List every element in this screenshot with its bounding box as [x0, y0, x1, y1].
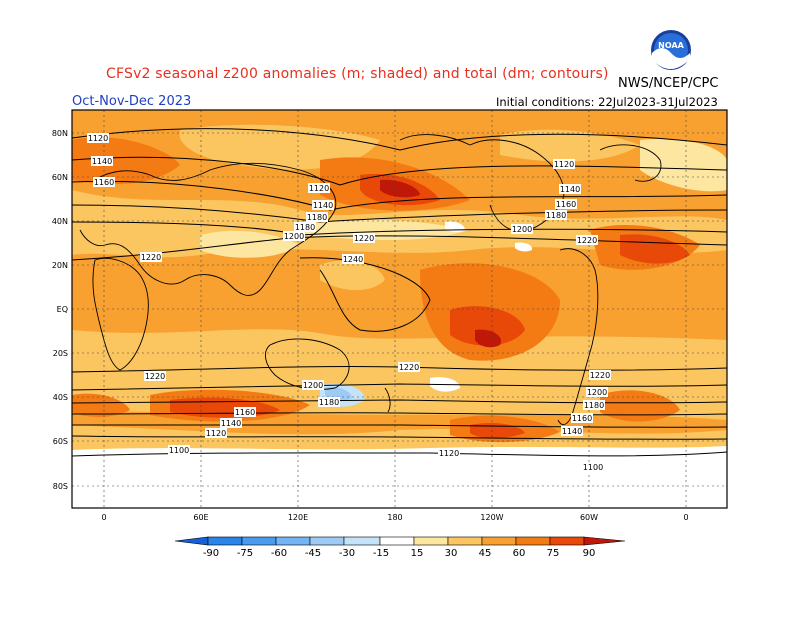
contour-label: 1160 [556, 200, 576, 209]
map-title: CFSv2 seasonal z200 anomalies (m; shaded… [106, 66, 609, 82]
contour-label: 1120 [88, 134, 108, 143]
legend-swatch [343, 536, 381, 546]
lon-label: 180 [387, 513, 402, 522]
contour-label: 1140 [313, 201, 333, 210]
noaa-logo-icon: NOAA [651, 30, 691, 70]
contour-label: 1220 [141, 253, 161, 262]
legend-swatch [275, 536, 311, 546]
latitude-labels: 80N 60N 40N 20N EQ 20S 40S 60S 80S [52, 129, 68, 491]
contour-label: 1140 [221, 419, 241, 428]
legend-label: -90 [203, 548, 219, 559]
contour-label: 1180 [584, 401, 604, 410]
legend-swatch [481, 536, 517, 546]
contour-label: 1100 [169, 446, 189, 455]
lon-label: 120W [480, 513, 503, 522]
longitude-labels: 0 60E 120E 180 120W 60W 0 [101, 513, 688, 522]
contour-label: 1100 [583, 463, 603, 472]
lat-label: 60N [52, 173, 68, 182]
contour-label: 1220 [354, 234, 374, 243]
contour-labels: 1120 1140 1160 1120 1140 1180 1180 1200 … [87, 133, 611, 472]
contour-label: 1140 [562, 427, 582, 436]
initial-conditions-label: Initial conditions: 22Jul2023-31Jul2023 [496, 95, 718, 109]
legend-label: 30 [445, 548, 458, 559]
contour-label: 1160 [235, 408, 255, 417]
lon-label: 120E [288, 513, 308, 522]
contour-label: 1220 [399, 363, 419, 372]
contour-label: 1160 [572, 414, 592, 423]
agency-label: NWS/NCEP/CPC [618, 76, 719, 91]
lon-label: 60W [580, 513, 598, 522]
legend-swatch [515, 536, 551, 546]
contour-label: 1200 [284, 232, 304, 241]
contour-label: 1220 [145, 372, 165, 381]
map-frame [71, 109, 728, 509]
contour-label: 1120 [206, 429, 226, 438]
lat-label: 40S [53, 393, 68, 402]
color-legend [174, 536, 626, 546]
legend-label: 15 [411, 548, 424, 559]
contour-label: 1200 [303, 381, 323, 390]
contour-label: 1120 [554, 160, 574, 169]
lon-label: 0 [101, 513, 106, 522]
contour-label: 1220 [590, 371, 610, 380]
legend-label: 45 [479, 548, 492, 559]
legend-label: -60 [271, 548, 287, 559]
legend-label: -15 [373, 548, 389, 559]
contour-label: 1180 [319, 398, 339, 407]
season-label: Oct-Nov-Dec 2023 [72, 94, 192, 109]
contour-label: 1180 [307, 213, 327, 222]
lon-label: 60E [193, 513, 208, 522]
legend-swatch [207, 536, 243, 546]
contour-label: 1120 [439, 449, 459, 458]
height-contours [72, 128, 727, 457]
contour-label: 1160 [94, 178, 114, 187]
legend-label: 75 [547, 548, 560, 559]
lon-label: 0 [683, 513, 688, 522]
legend-swatch [583, 536, 626, 546]
legend-swatch [309, 536, 345, 546]
legend-swatch [241, 536, 277, 546]
lat-label: 60S [53, 437, 68, 446]
contour-label: 1180 [295, 223, 315, 232]
contour-label: 1240 [343, 255, 363, 264]
legend-swatch [549, 536, 585, 546]
contour-label: 1200 [512, 225, 532, 234]
legend-swatch [379, 536, 415, 546]
legend-label: -45 [305, 548, 321, 559]
legend-swatch [174, 536, 209, 546]
lat-label: 40N [52, 217, 68, 226]
contour-label: 1220 [577, 236, 597, 245]
legend-labels: -90 -75 -60 -45 -30 -15 15 30 45 60 75 9… [203, 548, 596, 559]
contour-label: 1180 [546, 211, 566, 220]
lat-label: 20S [53, 349, 68, 358]
lat-label: 80N [52, 129, 68, 138]
lat-label: EQ [57, 305, 68, 314]
graticule [72, 110, 727, 508]
lat-label: 20N [52, 261, 68, 270]
contour-label: 1200 [587, 388, 607, 397]
legend-label: 60 [513, 548, 526, 559]
contour-label: 1140 [560, 185, 580, 194]
legend-swatch [447, 536, 483, 546]
contour-label: 1140 [92, 157, 112, 166]
coastlines [79, 134, 662, 426]
contour-label: 1120 [309, 184, 329, 193]
legend-label: -30 [339, 548, 355, 559]
legend-label: 90 [583, 548, 596, 559]
legend-swatch [413, 536, 449, 546]
legend-label: -75 [237, 548, 253, 559]
lat-label: 80S [53, 482, 68, 491]
anomaly-shading [72, 110, 727, 508]
svg-text:NOAA: NOAA [658, 41, 684, 50]
